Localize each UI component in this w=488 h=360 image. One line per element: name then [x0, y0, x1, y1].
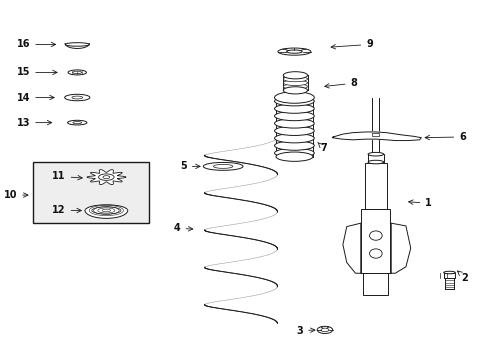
Text: 6: 6	[424, 132, 465, 142]
Ellipse shape	[203, 162, 243, 170]
Ellipse shape	[283, 87, 307, 94]
Ellipse shape	[321, 328, 328, 332]
Text: 13: 13	[17, 118, 52, 128]
Ellipse shape	[367, 152, 383, 156]
Text: 3: 3	[296, 325, 314, 336]
Polygon shape	[85, 211, 127, 219]
Polygon shape	[342, 223, 361, 273]
Ellipse shape	[277, 48, 310, 55]
Ellipse shape	[64, 94, 90, 101]
Polygon shape	[65, 44, 89, 49]
Ellipse shape	[73, 122, 81, 124]
Polygon shape	[331, 132, 421, 140]
Polygon shape	[87, 170, 125, 185]
Ellipse shape	[274, 111, 314, 121]
Circle shape	[369, 231, 381, 240]
Ellipse shape	[274, 92, 314, 103]
Polygon shape	[389, 223, 410, 273]
Text: 4: 4	[173, 224, 192, 233]
Text: 8: 8	[324, 78, 357, 88]
Ellipse shape	[274, 96, 314, 106]
Ellipse shape	[443, 271, 454, 274]
Text: 7: 7	[317, 143, 326, 153]
Circle shape	[369, 249, 381, 258]
Ellipse shape	[317, 326, 332, 333]
Text: 5: 5	[180, 161, 200, 171]
Ellipse shape	[367, 160, 383, 164]
Text: 14: 14	[17, 93, 54, 103]
Bar	[365, 163, 386, 209]
Ellipse shape	[103, 176, 109, 179]
Ellipse shape	[85, 205, 127, 216]
Ellipse shape	[274, 104, 314, 113]
Ellipse shape	[65, 43, 89, 46]
Bar	[367, 154, 383, 162]
Ellipse shape	[67, 120, 87, 125]
Ellipse shape	[283, 84, 307, 89]
Ellipse shape	[213, 165, 232, 168]
Ellipse shape	[73, 71, 81, 74]
Text: 11: 11	[52, 171, 82, 181]
Ellipse shape	[283, 72, 307, 79]
Bar	[33, 162, 149, 223]
Ellipse shape	[275, 152, 312, 161]
Bar	[363, 273, 387, 295]
Text: 16: 16	[17, 40, 56, 49]
Bar	[443, 273, 454, 278]
Ellipse shape	[283, 80, 307, 86]
Text: 15: 15	[17, 67, 57, 77]
Ellipse shape	[274, 134, 314, 143]
Text: 10: 10	[3, 190, 28, 200]
Ellipse shape	[99, 174, 114, 180]
Ellipse shape	[283, 76, 307, 82]
Ellipse shape	[274, 119, 314, 128]
Text: 2: 2	[457, 271, 468, 283]
Ellipse shape	[68, 70, 86, 75]
Bar	[372, 133, 379, 136]
Text: 9: 9	[330, 40, 372, 49]
Bar	[361, 209, 389, 273]
Ellipse shape	[274, 126, 314, 135]
Text: 1: 1	[408, 198, 431, 208]
Ellipse shape	[274, 148, 314, 158]
Text: 12: 12	[52, 206, 81, 216]
Ellipse shape	[72, 96, 82, 99]
Ellipse shape	[286, 50, 302, 53]
Ellipse shape	[274, 141, 314, 150]
